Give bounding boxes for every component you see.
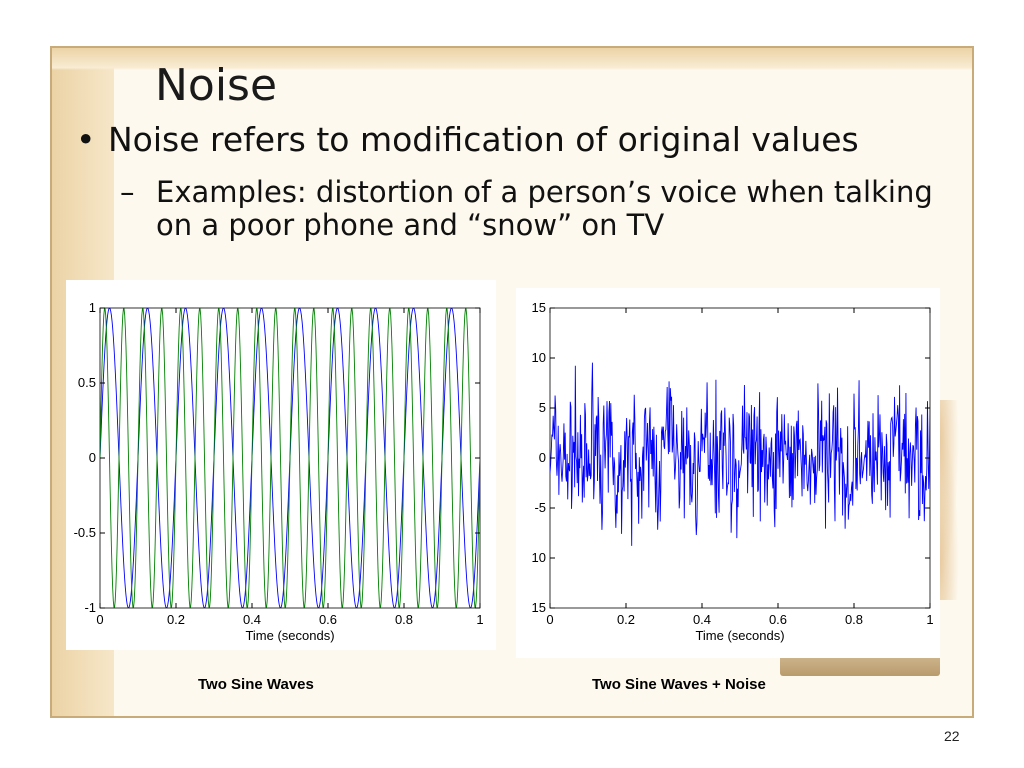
series-line-2 bbox=[100, 308, 480, 608]
y-tick-label: 0.5 bbox=[78, 375, 96, 390]
decorative-top-band bbox=[52, 48, 972, 70]
y-tick-label: 10 bbox=[532, 550, 546, 565]
y-tick-label: 1 bbox=[89, 300, 96, 315]
y-tick-label: 15 bbox=[532, 600, 546, 615]
sine-waves-noise-chart: 0 0.2 0.4 0.6 0.8 1 15 10 5 0 -5 10 15 Time (seconds) bbox=[516, 288, 940, 658]
y-tick-label: -0.5 bbox=[74, 525, 96, 540]
bullet-item: • Noise refers to modification of origina… bbox=[76, 120, 859, 159]
x-tick-label: 0.2 bbox=[167, 612, 185, 627]
y-tick-label: 0 bbox=[89, 450, 96, 465]
y-tick-label: 5 bbox=[539, 400, 546, 415]
x-tick-label: 1 bbox=[926, 612, 933, 627]
y-tick-label: 0 bbox=[539, 450, 546, 465]
sub-bullet-item: – Examples: distortion of a person’s voi… bbox=[120, 175, 940, 243]
bullet-text: Noise refers to modification of original… bbox=[108, 120, 859, 159]
x-tick-label: 0 bbox=[96, 612, 103, 627]
two-sine-waves-plot: 0 0.2 0.4 0.6 0.8 1 1 0.5 0 -0.5 -1 Time (seconds) bbox=[74, 300, 484, 643]
x-tick-label: 0.8 bbox=[845, 612, 863, 627]
x-tick-label: 0.6 bbox=[319, 612, 337, 627]
two-sine-waves-chart: 0 0.2 0.4 0.6 0.8 1 1 0.5 0 -0.5 -1 Time (seconds) bbox=[66, 280, 496, 650]
page-number: 22 bbox=[944, 728, 960, 744]
x-tick-label: 0.4 bbox=[243, 612, 261, 627]
x-tick-label: 0.2 bbox=[617, 612, 635, 627]
x-tick-label: 1 bbox=[476, 612, 483, 627]
sine-waves-noise-plot: 0 0.2 0.4 0.6 0.8 1 15 10 5 0 -5 10 15 Time (seconds) bbox=[532, 300, 934, 643]
x-axis-label: Time (seconds) bbox=[695, 628, 784, 643]
x-tick-label: 0.6 bbox=[769, 612, 787, 627]
chart-caption-right: Two Sine Waves + Noise bbox=[592, 676, 766, 693]
x-tick-label: 0.8 bbox=[395, 612, 413, 627]
x-tick-label: 0 bbox=[546, 612, 553, 627]
y-tick-label: -5 bbox=[534, 500, 546, 515]
x-axis-label: Time (seconds) bbox=[245, 628, 334, 643]
decorative-side-image bbox=[940, 400, 962, 600]
sub-bullet-text: Examples: distortion of a person’s voice… bbox=[156, 175, 933, 243]
slide-title: Noise bbox=[155, 60, 278, 111]
bullet-marker: • bbox=[76, 120, 96, 159]
chart-caption-left: Two Sine Waves bbox=[198, 676, 314, 693]
x-tick-label: 0.4 bbox=[693, 612, 711, 627]
series-line-1 bbox=[550, 362, 930, 546]
sub-bullet-marker: – bbox=[120, 175, 135, 209]
y-tick-label: 15 bbox=[532, 300, 546, 315]
y-tick-label: 10 bbox=[532, 350, 546, 365]
y-tick-label: -1 bbox=[84, 600, 96, 615]
